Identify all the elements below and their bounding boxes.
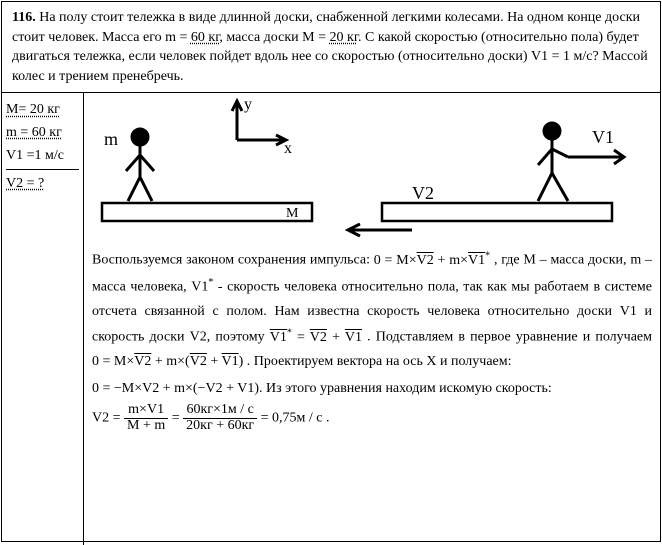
person-mass-label: m [104,129,118,149]
board-mass-label: M [286,206,299,221]
solution-text: Воспользуемся законом сохранения импульс… [92,247,652,433]
problem-statement: 116. На полу стоит тележка в виде длинно… [2,2,660,92]
v2-arrow-icon [348,224,412,236]
person-right-icon [538,123,568,201]
frac-symbolic: m×V1 M + m [124,403,168,433]
given-divider [6,169,79,170]
v1-arrow-icon [568,150,624,164]
v1-label: V1 [592,127,614,147]
diagram: y x M m [92,95,652,245]
given-M: M= 20 кг [6,102,60,117]
sol-t4: . Подставляем в первое уравнение и получ… [367,330,652,345]
v2-label: V2 [412,183,434,203]
eq-final: V2 = m×V1 M + m = 60кг×1м / с 20кг + 60к… [92,403,652,433]
sol-t1: Воспользуемся законом сохранения импульс… [92,253,374,268]
columns: M= 20 кг m = 60 кг V1 =1 м/с V2 = ? y x [2,92,660,545]
frac-numeric: 60кг×1м / с 20кг + 60кг [183,403,257,433]
mass-m-value: 60 кг [191,30,219,45]
page: 116. На полу стоит тележка в виде длинно… [1,1,661,542]
person-left-icon [126,129,154,201]
problem-text-2: , масса доски M = [219,30,329,45]
given-panel: M= 20 кг m = 60 кг V1 =1 м/с V2 = ? [2,93,84,545]
axes-icon [232,101,286,145]
board-right-icon [382,203,612,221]
given-V1: V1 =1 м/с [6,146,79,166]
eq-relvel: V1* = V2 + V1 [270,330,367,345]
board-left-icon [102,203,312,221]
sol-t5: . Проектируем вектора на ось X и получае… [247,354,512,369]
mass-M-value: 20 кг [330,30,358,45]
eq-momentum: 0 = M×V2 + m×V1* [374,253,494,268]
problem-number: 116. [12,10,36,25]
main-panel: y x M m [84,93,660,545]
sol-projection: 0 = −M×V2 + m×(−V2 + V1). Из этого уравн… [92,377,652,402]
diagram-svg: y x M m [92,95,652,245]
y-axis-label: y [244,96,252,113]
x-axis-label: x [284,140,292,157]
given-m: m = 60 кг [6,125,62,140]
given-unknown: V2 = ? [6,176,44,191]
eq-subst: 0 = M×V2 + m×(V2 + V1) [92,354,247,369]
